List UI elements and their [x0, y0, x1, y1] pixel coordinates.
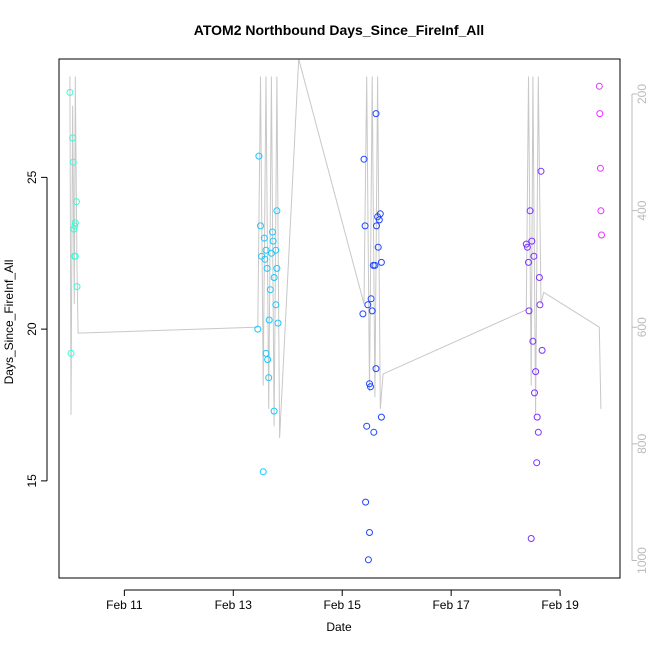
- data-point: [261, 255, 269, 263]
- data-point: [598, 231, 605, 239]
- data-point: [267, 249, 275, 257]
- data-point: [69, 158, 77, 166]
- x-tick-label: Feb 13: [215, 598, 253, 612]
- data-point: [273, 207, 281, 215]
- chart-title: ATOM2 Northbound Days_Since_FireInf_All: [194, 22, 484, 38]
- data-point: [533, 413, 541, 421]
- data-point: [374, 243, 382, 251]
- data-point: [377, 413, 385, 421]
- y-tick-label: 15: [25, 474, 39, 488]
- data-point: [597, 207, 605, 215]
- connector-line: [69, 59, 602, 439]
- data-point: [535, 274, 543, 281]
- data-point: [596, 110, 604, 118]
- data-point: [360, 155, 368, 163]
- data-point: [368, 307, 376, 315]
- data-point: [366, 380, 373, 388]
- data-point: [67, 349, 75, 357]
- data-point: [270, 274, 278, 281]
- data-point: [531, 389, 538, 397]
- data-point: [361, 222, 369, 230]
- data-point: [527, 535, 535, 542]
- data-point: [525, 258, 532, 266]
- data-point: [533, 459, 541, 467]
- data-point: [523, 243, 531, 251]
- data-point: [263, 264, 271, 272]
- data-point: [257, 222, 264, 230]
- x-axis-label: Date: [326, 620, 352, 634]
- data-point: [359, 310, 367, 318]
- data-point: [364, 556, 372, 564]
- data-point: [362, 498, 370, 506]
- y2-axis: 200 400 600 800 1000: [631, 84, 649, 574]
- data-point: [367, 295, 375, 303]
- data-point: [71, 222, 79, 230]
- data-point: [596, 164, 604, 172]
- data-point: [66, 88, 74, 96]
- data-point: [72, 198, 80, 206]
- data-point: [536, 301, 544, 309]
- data-point: [69, 134, 77, 142]
- data-point: [265, 316, 273, 324]
- y-axis: 15 20 25: [25, 170, 48, 488]
- data-point: [366, 529, 373, 536]
- data-point: [525, 307, 533, 315]
- data-point: [363, 422, 371, 430]
- data-point: [373, 222, 380, 230]
- data-point: [259, 468, 267, 476]
- data-point: [372, 365, 380, 373]
- data-point: [377, 258, 385, 266]
- data-point: [73, 283, 81, 291]
- data-point: [370, 428, 378, 436]
- connector-lines: [69, 59, 602, 439]
- data-point: [367, 383, 374, 391]
- data-points: [66, 82, 605, 564]
- data-point: [274, 319, 282, 327]
- data-point: [376, 210, 384, 218]
- data-point: [532, 368, 540, 376]
- x-axis: Feb 11 Feb 13 Feb 15 Feb 17 Feb 19: [106, 589, 579, 612]
- data-point: [272, 246, 280, 254]
- data-point: [528, 237, 536, 245]
- x-tick-label: Feb 19: [541, 598, 579, 612]
- data-point: [273, 264, 281, 272]
- y-tick-label: 25: [25, 170, 39, 184]
- data-point: [595, 82, 603, 90]
- plot-frame: [58, 58, 621, 579]
- data-point: [372, 110, 380, 118]
- x-tick-label: Feb 11: [106, 598, 143, 612]
- data-point: [371, 261, 379, 269]
- data-point: [255, 152, 263, 160]
- data-point: [254, 325, 262, 333]
- y2-tick-label: 1000: [635, 547, 649, 574]
- x-tick-label: Feb 17: [432, 598, 470, 612]
- data-point: [526, 207, 534, 215]
- data-point: [522, 240, 530, 248]
- data-point: [266, 286, 274, 294]
- data-point: [538, 346, 546, 354]
- y-tick-label: 20: [25, 322, 39, 336]
- data-point: [262, 246, 270, 254]
- data-point: [264, 356, 272, 363]
- data-point: [269, 228, 276, 236]
- y2-tick-label: 200: [635, 84, 649, 104]
- data-point: [364, 301, 372, 309]
- y2-tick-label: 600: [635, 317, 649, 337]
- y2-tick-label: 400: [635, 200, 649, 220]
- y2-tick-label: 800: [635, 434, 649, 454]
- data-point: [265, 374, 273, 382]
- data-point: [270, 407, 278, 415]
- x-tick-label: Feb 15: [324, 598, 362, 612]
- data-point: [269, 237, 277, 245]
- data-point: [260, 234, 268, 242]
- data-point: [530, 252, 538, 260]
- data-point: [537, 167, 545, 175]
- data-point: [71, 219, 79, 227]
- data-point: [529, 337, 537, 345]
- data-point: [534, 428, 542, 436]
- y-axis-label: Days_Since_FireInf_All: [2, 260, 16, 385]
- data-point: [272, 301, 280, 309]
- data-point: [71, 252, 79, 260]
